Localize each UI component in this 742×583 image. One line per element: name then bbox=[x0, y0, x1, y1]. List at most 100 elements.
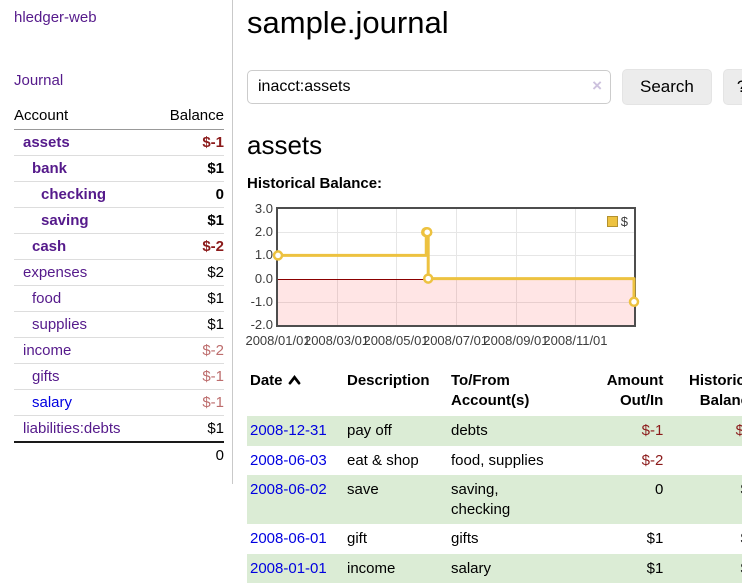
y-axis-tick-label: -1.0 bbox=[247, 294, 273, 309]
register-tofrom: gifts bbox=[448, 524, 600, 554]
sidebar-item-journal[interactable]: Journal bbox=[14, 72, 224, 89]
register-date-link[interactable]: 2008-01-01 bbox=[250, 560, 327, 577]
register-amount: $1 bbox=[600, 554, 666, 583]
y-axis-tick-label: -2.0 bbox=[247, 317, 273, 332]
account-row: assets $-1 bbox=[14, 130, 224, 156]
register-header-description: Description bbox=[344, 369, 448, 416]
account-row: cash $-2 bbox=[14, 234, 224, 260]
account-link[interactable]: cash bbox=[32, 238, 66, 255]
register-header-tofrom: To/From Account(s) bbox=[448, 369, 600, 416]
account-row: bank $1 bbox=[14, 156, 224, 182]
data-point-marker bbox=[630, 298, 638, 306]
register-tofrom: debts bbox=[448, 416, 600, 446]
account-balance: $-2 bbox=[153, 338, 224, 364]
page-title: sample.journal bbox=[247, 5, 742, 41]
search-button[interactable]: Search bbox=[622, 69, 712, 105]
account-row: gifts $-1 bbox=[14, 364, 224, 390]
y-axis-tick-label: 3.0 bbox=[247, 201, 273, 216]
chart-plot: $ bbox=[276, 207, 636, 327]
account-balance: $-1 bbox=[153, 130, 224, 156]
x-axis-tick-label: 2008/11/01 bbox=[543, 333, 607, 348]
register-description: pay off bbox=[344, 416, 448, 446]
account-link[interactable]: bank bbox=[32, 160, 67, 177]
register-amount: $-2 bbox=[600, 446, 666, 476]
account-balance: $1 bbox=[153, 156, 224, 182]
accounts-header-balance: Balance bbox=[153, 103, 224, 130]
chart-series bbox=[278, 209, 634, 325]
register-amount: $-1 bbox=[600, 416, 666, 446]
chart-label: Historical Balance: bbox=[247, 175, 742, 192]
accounts-header-row: Account Balance bbox=[14, 103, 224, 130]
x-axis-tick-label: 2008/09/01 bbox=[483, 333, 548, 348]
accounts-total-value: 0 bbox=[153, 442, 224, 468]
account-link[interactable]: assets bbox=[23, 134, 70, 151]
y-axis-tick-label: 2.0 bbox=[247, 224, 273, 239]
accounts-total-row: 0 bbox=[14, 442, 224, 468]
register-description: eat & shop bbox=[344, 446, 448, 476]
data-point-marker bbox=[423, 228, 431, 236]
search-form: × Search ? bbox=[247, 69, 742, 105]
register-balance: $1 bbox=[666, 554, 742, 583]
account-link[interactable]: supplies bbox=[32, 316, 87, 333]
account-balance: $-1 bbox=[153, 390, 224, 416]
search-box: × bbox=[247, 70, 611, 104]
account-row: liabilities:debts$1 bbox=[14, 416, 224, 443]
account-balance: $-1 bbox=[153, 364, 224, 390]
account-link[interactable]: saving bbox=[41, 212, 89, 229]
register-header-amount: Amount Out/In bbox=[600, 369, 666, 416]
account-link[interactable]: food bbox=[32, 290, 61, 307]
account-balance: $1 bbox=[153, 286, 224, 312]
account-link[interactable]: salary bbox=[32, 394, 72, 411]
main-content: sample.journal × Search ? assets Histori… bbox=[233, 0, 742, 583]
clear-search-icon[interactable]: × bbox=[592, 76, 602, 96]
data-point-marker bbox=[274, 251, 282, 259]
register-amount: 0 bbox=[600, 475, 666, 524]
register-date-link[interactable]: 2008-06-02 bbox=[250, 481, 327, 498]
y-axis-tick-label: 1.0 bbox=[247, 247, 273, 262]
account-link[interactable]: gifts bbox=[32, 368, 60, 385]
x-axis-tick-label: 2008/03/01 bbox=[304, 333, 369, 348]
account-row: income $-2 bbox=[14, 338, 224, 364]
account-link[interactable]: liabilities:debts bbox=[23, 420, 121, 437]
account-link[interactable]: income bbox=[23, 342, 71, 359]
register-description: gift bbox=[344, 524, 448, 554]
register-date-link[interactable]: 2008-12-31 bbox=[250, 422, 327, 439]
account-row: expenses $2 bbox=[14, 260, 224, 286]
account-link[interactable]: checking bbox=[41, 186, 106, 203]
register-header-row: Date Description To/From Account(s) Amou… bbox=[247, 369, 742, 416]
account-balance: $2 bbox=[153, 260, 224, 286]
accounts-table: Account Balance assets $-1 bank $1 checking 0… bbox=[14, 103, 224, 468]
x-axis-tick-label: 2008/07/01 bbox=[423, 333, 488, 348]
account-link[interactable]: expenses bbox=[23, 264, 87, 281]
register-description: save bbox=[344, 475, 448, 524]
account-balance: $-2 bbox=[153, 234, 224, 260]
register-table: Date Description To/From Account(s) Amou… bbox=[247, 369, 742, 583]
account-balance: 0 bbox=[153, 182, 224, 208]
account-balance: $1 bbox=[153, 312, 224, 338]
register-date-link[interactable]: 2008-06-01 bbox=[250, 530, 327, 547]
register-amount: $1 bbox=[600, 524, 666, 554]
x-axis-tick-label: 2008/01/01 bbox=[245, 333, 310, 348]
data-point-marker bbox=[424, 275, 432, 283]
register-balance: 0 bbox=[666, 446, 742, 476]
register-header-balance: Historical Balance bbox=[666, 369, 742, 416]
search-input[interactable] bbox=[247, 70, 611, 104]
account-row: checking 0 bbox=[14, 182, 224, 208]
register-header-date[interactable]: Date bbox=[247, 369, 344, 416]
sort-ascending-icon bbox=[288, 375, 301, 385]
register-date-link[interactable]: 2008-06-03 bbox=[250, 452, 327, 469]
account-row: food $1 bbox=[14, 286, 224, 312]
account-row: salary $-1 bbox=[14, 390, 224, 416]
help-button[interactable]: ? bbox=[723, 69, 742, 105]
app-brand-link[interactable]: hledger-web bbox=[14, 9, 224, 26]
register-balance: $2 bbox=[666, 524, 742, 554]
account-heading: assets bbox=[247, 130, 742, 161]
